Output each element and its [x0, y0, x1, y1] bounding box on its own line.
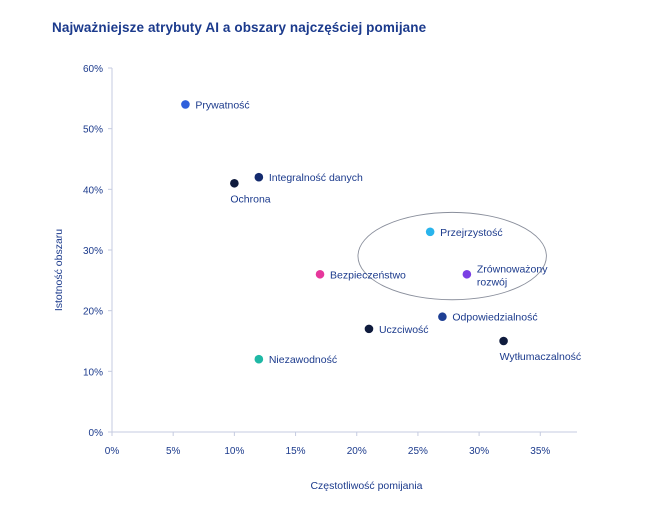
- point-label-integralność-danych: Integralność danych: [269, 172, 363, 184]
- point-label-ochrona: Ochrona: [230, 193, 270, 205]
- point-wytłumaczalność: [499, 336, 508, 346]
- point-label-prywatność: Prywatność: [195, 99, 249, 111]
- y-tick-label: 20%: [83, 307, 103, 318]
- point-ochrona: [230, 178, 239, 188]
- y-axis-label: Istotność obszaru: [53, 229, 65, 311]
- x-tick-label: 0%: [105, 446, 120, 457]
- highlight-layer: [357, 211, 547, 301]
- point-label-odpowiedzialność: Odpowiedzialność: [452, 312, 537, 324]
- point-integralność-danych: [254, 172, 264, 182]
- point-label-line: rozwój: [477, 276, 507, 288]
- point-label-przejrzystość: Przejrzystość: [440, 227, 502, 239]
- point-label-bezpieczeństwo: Bezpieczeństwo: [330, 269, 406, 281]
- x-tick-label: 30%: [469, 446, 489, 457]
- y-tick-label: 0%: [89, 428, 104, 439]
- point-bezpieczeństwo: [315, 269, 325, 279]
- y-tick-label: 60%: [83, 64, 103, 75]
- point-label-line: Zrównoważony: [477, 263, 548, 275]
- x-tick-label: 25%: [408, 446, 428, 457]
- tick-labels: 0% 5% 10% 15% 20% 25% 30% 35% 0% 10% 20% 30% 40% 50% 6…: [83, 64, 550, 457]
- point-odpowiedzialność: [438, 312, 447, 322]
- x-axis-label: Częstotliwość pomijania: [310, 480, 422, 492]
- x-tick-label: 15%: [286, 446, 306, 457]
- data-points: Prywatność Integralność danych Ochrona Prze…: [181, 99, 581, 366]
- x-tick-label: 20%: [347, 446, 367, 457]
- y-tick-label: 40%: [83, 185, 103, 196]
- chart-title: Najważniejsze atrybuty AI a obszary najc…: [52, 20, 427, 35]
- point-prywatność: [181, 100, 190, 109]
- point-przejrzystość: [425, 227, 435, 237]
- x-tick-label: 5%: [166, 446, 181, 457]
- y-tick-label: 50%: [83, 125, 103, 136]
- point-label-uczciwość: Uczciwość: [379, 324, 429, 336]
- point-uczciwość: [364, 324, 374, 334]
- point-zrównoważony-rozwój: [462, 269, 472, 279]
- point-label-niezawodność: Niezawodność: [269, 354, 337, 366]
- point-label-wytłumaczalność: Wytłumaczalność: [500, 351, 582, 363]
- y-tick-label: 10%: [83, 367, 103, 378]
- point-label-zrównoważony-rozwój: Zrównoważony rozwój: [477, 263, 548, 288]
- point-niezawodność: [254, 354, 264, 364]
- x-tick-label: 35%: [530, 446, 550, 457]
- highlight-ellipse: [357, 211, 547, 301]
- x-tick-label: 10%: [224, 446, 244, 457]
- axes: [108, 67, 577, 436]
- y-tick-label: 30%: [83, 246, 103, 257]
